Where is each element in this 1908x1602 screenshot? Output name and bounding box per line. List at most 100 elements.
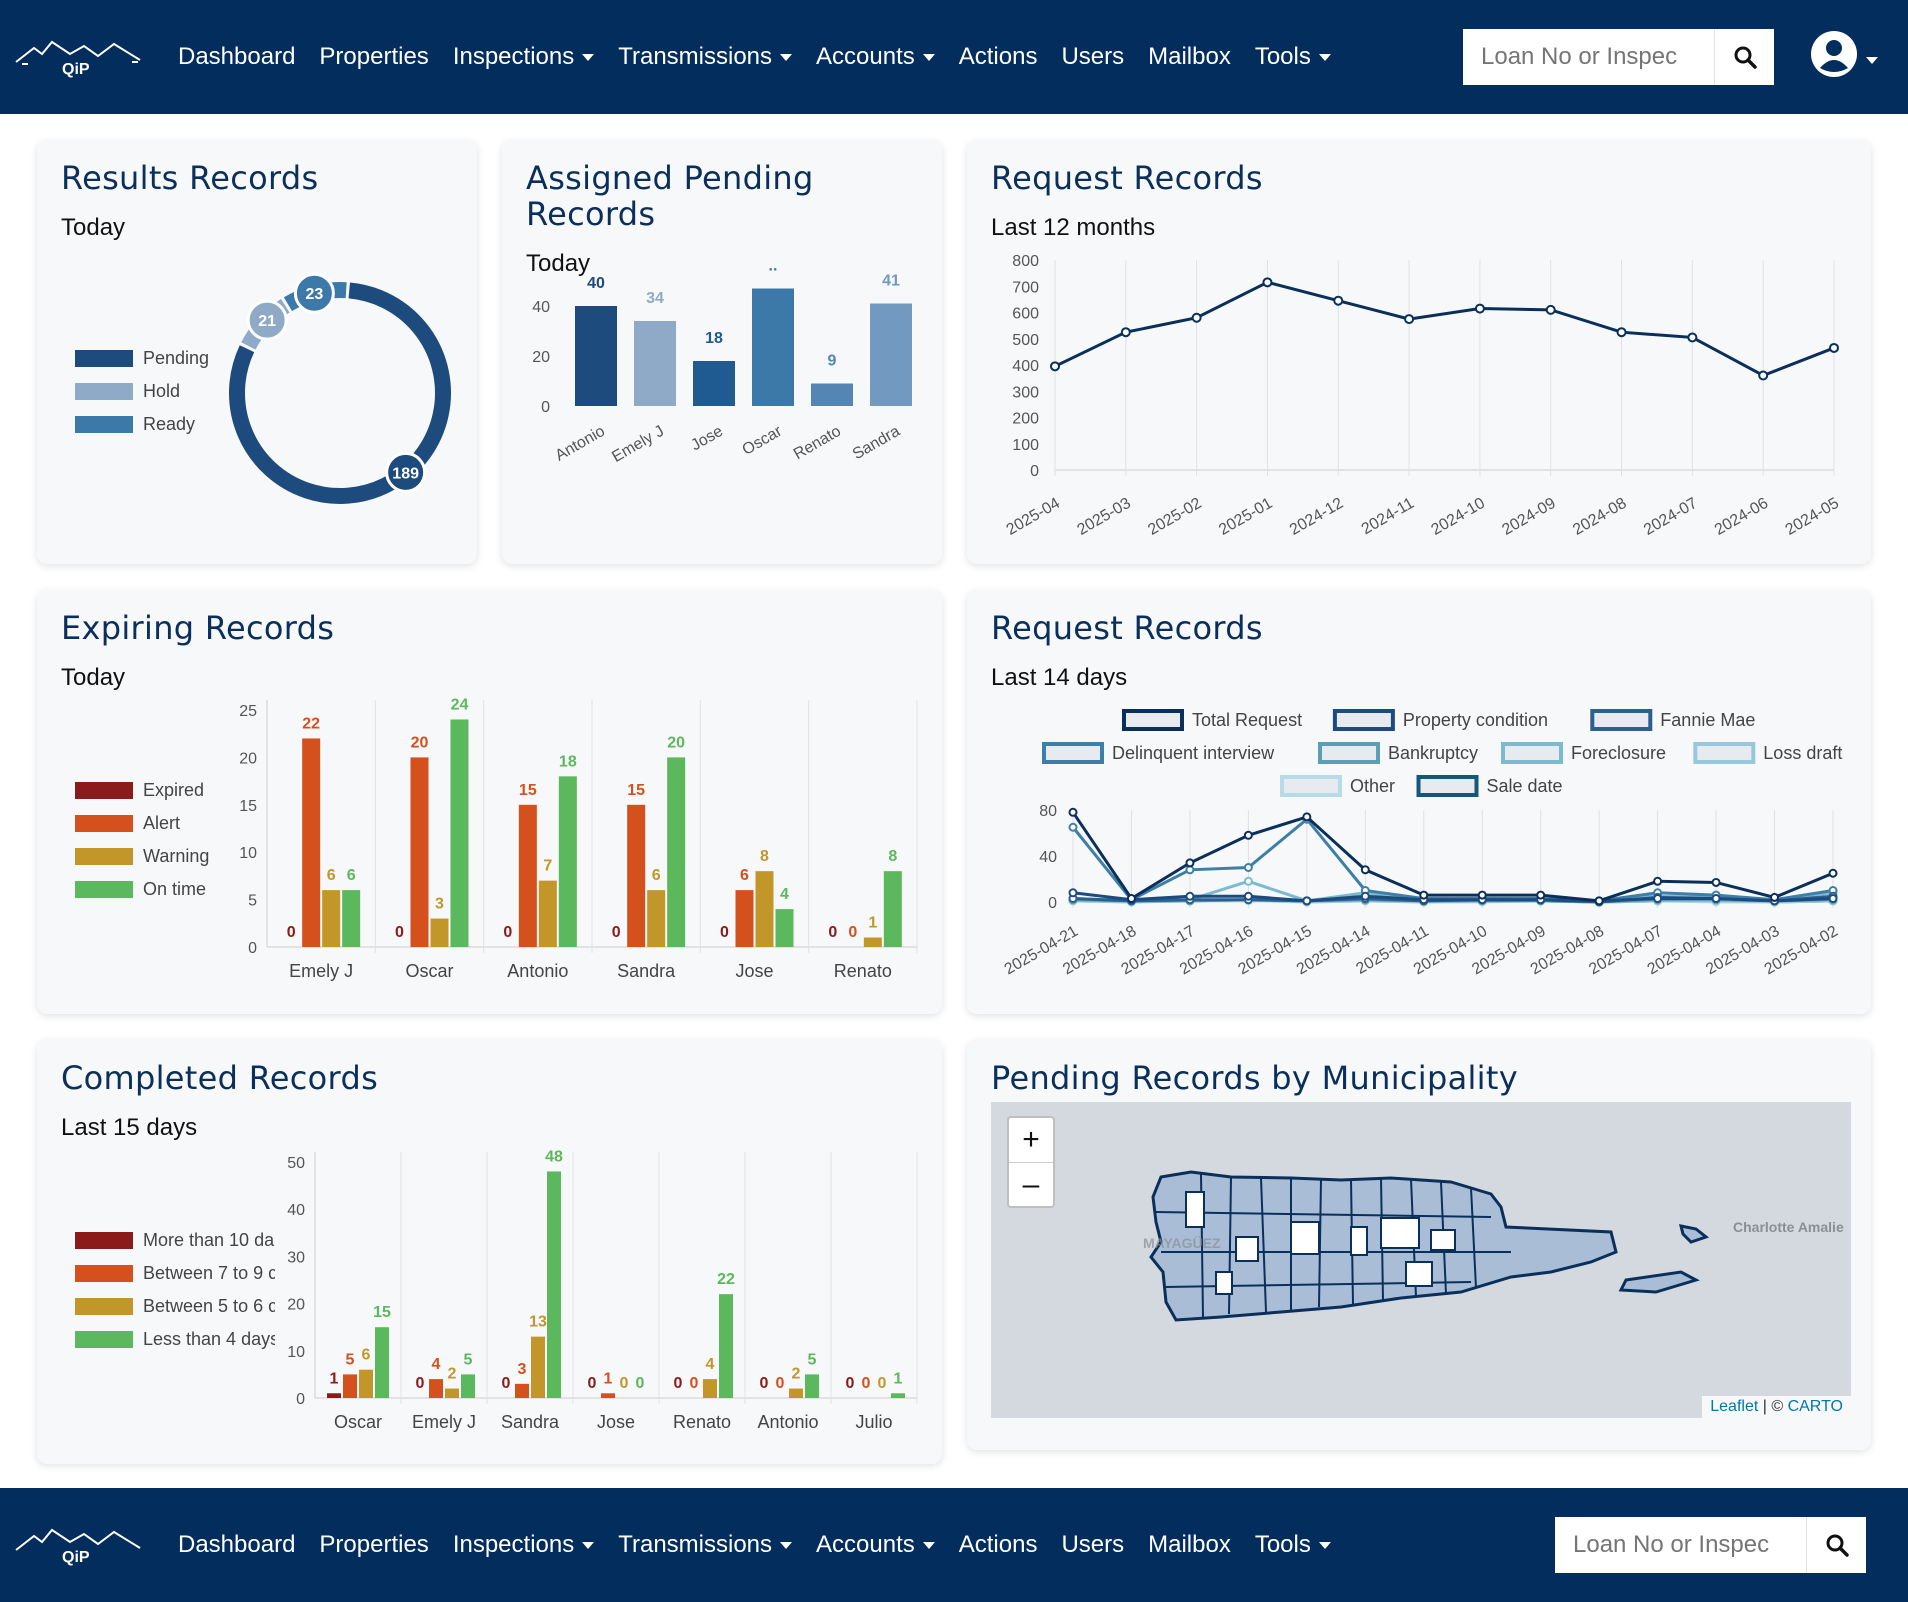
legend-item[interactable]: Alert — [75, 813, 225, 834]
main-nav: Dashboard Properties Inspections Transmissi… — [178, 0, 1355, 114]
legend-item[interactable]: Between 7 to 9 c — [75, 1263, 275, 1284]
bar-value-label: 15 — [627, 782, 645, 799]
legend-label: Ready — [143, 414, 196, 434]
bar-antonio — [558, 776, 577, 947]
qip-logo[interactable]: QiP — [14, 1522, 144, 1568]
puerto-rico-map[interactable]: MAYAGÜEZ Charlotte Amalie — [991, 1102, 1851, 1418]
y-tick-label: 300 — [1012, 384, 1039, 401]
data-point — [1126, 894, 1136, 904]
legend-label: On time — [143, 879, 207, 899]
nav-tools[interactable]: Tools — [1255, 43, 1331, 71]
bar-value-label: 18 — [705, 330, 723, 347]
caret-down-icon — [582, 1541, 595, 1549]
nav-inspections[interactable]: Inspections — [452, 1531, 595, 1559]
data-point — [1828, 894, 1838, 904]
bar-value-label: 5 — [464, 1351, 473, 1368]
nav-users[interactable]: Users — [1061, 43, 1124, 71]
expiring-records-card: Expiring Records Today Expired Alert Warni… — [37, 590, 942, 1014]
attribution-separator: | © — [1758, 1398, 1788, 1415]
legend-item[interactable]: Less than 4 days — [75, 1329, 275, 1350]
nav-inspections[interactable]: Inspections — [452, 43, 595, 71]
bar-antonio — [575, 306, 617, 406]
y-tick-label: 10 — [239, 845, 257, 862]
nav-properties[interactable]: Properties — [319, 43, 428, 71]
user-circle-icon — [1811, 31, 1857, 77]
bar-antonio — [538, 880, 557, 947]
nav-label: Transmissions — [618, 1531, 773, 1558]
bar-julio — [891, 1393, 905, 1398]
data-point — [1185, 891, 1195, 901]
bar-value-label: 1 — [604, 1370, 613, 1387]
bar-emely-j — [461, 1374, 475, 1398]
legend-swatch — [75, 848, 133, 865]
nav-tools[interactable]: Tools — [1255, 1531, 1331, 1559]
nav-dashboard[interactable]: Dashboard — [178, 1531, 295, 1559]
nav-label: Accounts — [816, 43, 915, 70]
bar-value-label: 0 — [287, 924, 296, 941]
legend-item[interactable]: Expired — [75, 780, 225, 801]
nav-mailbox[interactable]: Mailbox — [1148, 43, 1231, 71]
bar-emely-j — [342, 890, 361, 947]
data-point — [1711, 877, 1721, 887]
bar-antonio — [805, 1374, 819, 1398]
legend-label: Hold — [143, 381, 181, 401]
legend-swatch — [75, 881, 133, 898]
bar-jose — [693, 361, 735, 406]
map[interactable]: MAYAGÜEZ Charlotte Amalie + – Leaflet | … — [991, 1102, 1851, 1418]
nav-label: Users — [1061, 1531, 1125, 1558]
carto-link[interactable]: CARTO — [1787, 1398, 1843, 1415]
zoom-out-button[interactable]: – — [1009, 1162, 1053, 1206]
bar-jose — [775, 909, 794, 947]
legend-item[interactable]: On time — [75, 879, 225, 900]
y-tick-label: 700 — [1012, 279, 1039, 296]
card-title: Pending Records by Municipality — [991, 1059, 1518, 1097]
card-subtitle: Last 15 days — [61, 1114, 198, 1141]
legend-item[interactable]: Ready — [75, 414, 225, 435]
nav-transmissions[interactable]: Transmissions — [618, 1531, 793, 1559]
data-point — [1191, 312, 1202, 323]
legend-item[interactable]: Hold — [75, 381, 225, 402]
search-input[interactable] — [1463, 29, 1714, 85]
nav-label: Inspections — [452, 1531, 575, 1558]
nav-transmissions[interactable]: Transmissions — [618, 43, 793, 71]
nav-users[interactable]: Users — [1061, 1531, 1124, 1559]
data-point — [1068, 888, 1078, 898]
data-point — [1243, 876, 1253, 886]
nav-actions[interactable]: Actions — [959, 1531, 1038, 1559]
qip-logo[interactable]: QiP — [14, 34, 144, 80]
x-tick-label: 2024-12 — [1287, 495, 1346, 539]
bar-oscar — [359, 1369, 373, 1398]
bar-oscar — [327, 1393, 341, 1398]
nav-mailbox[interactable]: Mailbox — [1148, 1531, 1231, 1559]
nav-accounts[interactable]: Accounts — [816, 1531, 935, 1559]
zoom-in-button[interactable]: + — [1022, 1123, 1040, 1156]
search-button[interactable] — [1806, 1517, 1866, 1573]
data-point — [1545, 304, 1556, 315]
legend-label: Alert — [143, 813, 181, 833]
bar-emely-j — [445, 1388, 459, 1398]
legend-item[interactable]: Warning — [75, 846, 225, 867]
culebra-island — [1678, 1224, 1710, 1244]
leaflet-link[interactable]: Leaflet — [1710, 1398, 1759, 1415]
nav-accounts[interactable]: Accounts — [816, 43, 935, 71]
nav-dashboard[interactable]: Dashboard — [178, 43, 295, 71]
caret-down-icon — [922, 53, 935, 61]
legend-swatch — [75, 350, 133, 367]
data-point — [1302, 812, 1312, 822]
legend-item[interactable]: Pending — [75, 348, 225, 369]
user-menu[interactable] — [1810, 30, 1878, 78]
legend-item[interactable]: More than 10 da — [75, 1230, 275, 1251]
nav-properties[interactable]: Properties — [319, 1531, 428, 1559]
search-icon — [1826, 1534, 1849, 1557]
nav-actions[interactable]: Actions — [959, 43, 1038, 71]
search-button[interactable] — [1714, 29, 1774, 85]
nav-label: Inspections — [452, 43, 575, 70]
x-tick-label: Emely J — [609, 423, 667, 466]
bar-value-label: .. — [769, 258, 778, 275]
label-charlotte-amalie: Charlotte Amalie — [1733, 1219, 1844, 1235]
data-point — [1829, 342, 1839, 353]
search-input[interactable] — [1555, 1517, 1806, 1573]
bar-jose — [601, 1393, 615, 1398]
legend-item[interactable]: Between 5 to 6 c — [75, 1296, 275, 1317]
